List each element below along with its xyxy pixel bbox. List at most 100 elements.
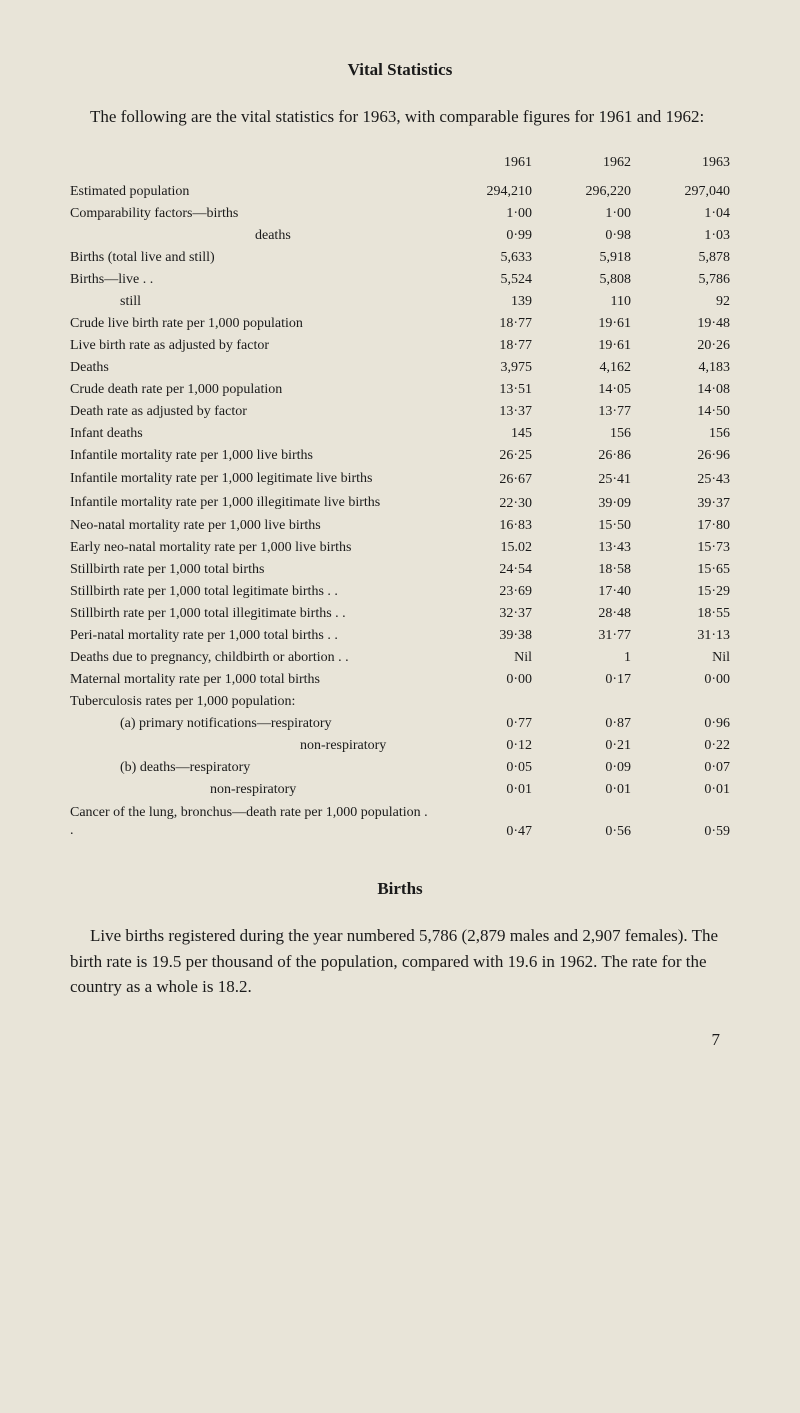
row-value-1963: 17·80	[631, 515, 730, 537]
row-label: Neo-natal mortality rate per 1,000 live …	[70, 515, 433, 537]
row-value-1961: 22·30	[433, 491, 532, 515]
table-row: Peri-natal mortality rate per 1,000 tota…	[70, 625, 730, 647]
row-value-1963: 19·48	[631, 313, 730, 335]
row-value-1963: 5,786	[631, 269, 730, 291]
row-value-1963: 0·00	[631, 669, 730, 691]
births-paragraph: Live births registered during the year n…	[70, 923, 730, 1000]
row-value-1961: 18·77	[433, 313, 532, 335]
row-value-1962: 0·09	[532, 757, 631, 779]
page-number: 7	[70, 1030, 730, 1050]
row-label: Births—live . .	[70, 269, 433, 291]
row-label: Early neo-natal mortality rate per 1,000…	[70, 537, 433, 559]
table-row: Deaths due to pregnancy, childbirth or a…	[70, 647, 730, 669]
row-value-1963: 4,183	[631, 357, 730, 379]
row-value-1962: 39·09	[532, 491, 631, 515]
table-row: Comparability factors—births1·001·001·04	[70, 203, 730, 225]
row-value-1963: 15·65	[631, 559, 730, 581]
row-value-1963: 0·59	[631, 801, 730, 843]
table-row: Live birth rate as adjusted by factor18·…	[70, 335, 730, 357]
row-value-1962: 28·48	[532, 603, 631, 625]
row-value-1961: 13·37	[433, 401, 532, 423]
row-value-1962: 4,162	[532, 357, 631, 379]
row-value-1963: 15·73	[631, 537, 730, 559]
row-value-1963: 0·01	[631, 779, 730, 801]
row-value-1962: 0·01	[532, 779, 631, 801]
table-row: Cancer of the lung, bronchus—death rate …	[70, 801, 730, 843]
row-label: (a) primary notifications—respiratory	[70, 713, 433, 735]
row-value-1961: 0·05	[433, 757, 532, 779]
table-row: Tuberculosis rates per 1,000 population:	[70, 691, 730, 713]
header-blank	[70, 152, 433, 181]
row-value-1962: 296,220	[532, 181, 631, 203]
row-value-1962: 156	[532, 423, 631, 445]
row-label: Crude live birth rate per 1,000 populati…	[70, 313, 433, 335]
row-value-1961: 0·01	[433, 779, 532, 801]
row-value-1961: 24·54	[433, 559, 532, 581]
row-value-1963: 20·26	[631, 335, 730, 357]
row-value-1961: 16·83	[433, 515, 532, 537]
row-label: Crude death rate per 1,000 population	[70, 379, 433, 401]
row-value-1963: 31·13	[631, 625, 730, 647]
row-value-1961: 3,975	[433, 357, 532, 379]
intro-paragraph: The following are the vital statistics f…	[70, 104, 730, 130]
row-label: Infantile mortality rate per 1,000 live …	[70, 445, 433, 467]
row-value-1963: 25·43	[631, 467, 730, 491]
row-value-1961: 13·51	[433, 379, 532, 401]
row-label: Peri-natal mortality rate per 1,000 tota…	[70, 625, 433, 647]
row-value-1961: 145	[433, 423, 532, 445]
row-value-1962: 18·58	[532, 559, 631, 581]
row-value-1963: 0·07	[631, 757, 730, 779]
table-row: Infantile mortality rate per 1,000 live …	[70, 445, 730, 467]
row-label: Death rate as adjusted by factor	[70, 401, 433, 423]
table-row: Stillbirth rate per 1,000 total births24…	[70, 559, 730, 581]
row-value-1962: 25·41	[532, 467, 631, 491]
row-value-1962: 0·17	[532, 669, 631, 691]
row-value-1961: 5,524	[433, 269, 532, 291]
row-value-1963: 39·37	[631, 491, 730, 515]
row-value-1962: 19·61	[532, 335, 631, 357]
row-label: non-respiratory	[70, 779, 433, 801]
row-value-1961: 139	[433, 291, 532, 313]
row-value-1963: 14·08	[631, 379, 730, 401]
row-value-1962: 15·50	[532, 515, 631, 537]
row-value-1961: 0·77	[433, 713, 532, 735]
row-label: Estimated population	[70, 181, 433, 203]
table-row: still13911092	[70, 291, 730, 313]
row-value-1961: 0·47	[433, 801, 532, 843]
row-label: Stillbirth rate per 1,000 total births	[70, 559, 433, 581]
row-label: Deaths due to pregnancy, childbirth or a…	[70, 647, 433, 669]
row-value-1963: 1·03	[631, 225, 730, 247]
row-value-1962: 0·87	[532, 713, 631, 735]
row-value-1961: 23·69	[433, 581, 532, 603]
row-value-1962: 19·61	[532, 313, 631, 335]
row-label: still	[70, 291, 433, 313]
table-row: (a) primary notifications—respiratory0·7…	[70, 713, 730, 735]
row-value-1962: 0·98	[532, 225, 631, 247]
table-row: (b) deaths—respiratory0·050·090·07	[70, 757, 730, 779]
row-value-1962: 5,808	[532, 269, 631, 291]
row-value-1961: 32·37	[433, 603, 532, 625]
row-label: Stillbirth rate per 1,000 total illegiti…	[70, 603, 433, 625]
row-label: Deaths	[70, 357, 433, 379]
row-value-1961: 15.02	[433, 537, 532, 559]
table-row: Stillbirth rate per 1,000 total legitima…	[70, 581, 730, 603]
table-row: non-respiratory0·120·210·22	[70, 735, 730, 757]
row-label: deaths	[70, 225, 433, 247]
table-row: non-respiratory0·010·010·01	[70, 779, 730, 801]
table-header-row: 1961 1962 1963	[70, 152, 730, 181]
table-row: deaths0·990·981·03	[70, 225, 730, 247]
row-label: Tuberculosis rates per 1,000 population:	[70, 691, 433, 713]
row-value-1961: 26·25	[433, 445, 532, 467]
table-row: Stillbirth rate per 1,000 total illegiti…	[70, 603, 730, 625]
row-label: Infantile mortality rate per 1,000 illeg…	[70, 491, 433, 515]
table-row: Infant deaths145156156	[70, 423, 730, 445]
row-label: Live birth rate as adjusted by factor	[70, 335, 433, 357]
table-row: Estimated population294,210296,220297,04…	[70, 181, 730, 203]
row-value-1963	[631, 691, 730, 713]
row-label: Maternal mortality rate per 1,000 total …	[70, 669, 433, 691]
table-row: Neo-natal mortality rate per 1,000 live …	[70, 515, 730, 537]
table-row: Maternal mortality rate per 1,000 total …	[70, 669, 730, 691]
row-value-1963: 156	[631, 423, 730, 445]
row-value-1963: 0·96	[631, 713, 730, 735]
row-value-1963: 14·50	[631, 401, 730, 423]
